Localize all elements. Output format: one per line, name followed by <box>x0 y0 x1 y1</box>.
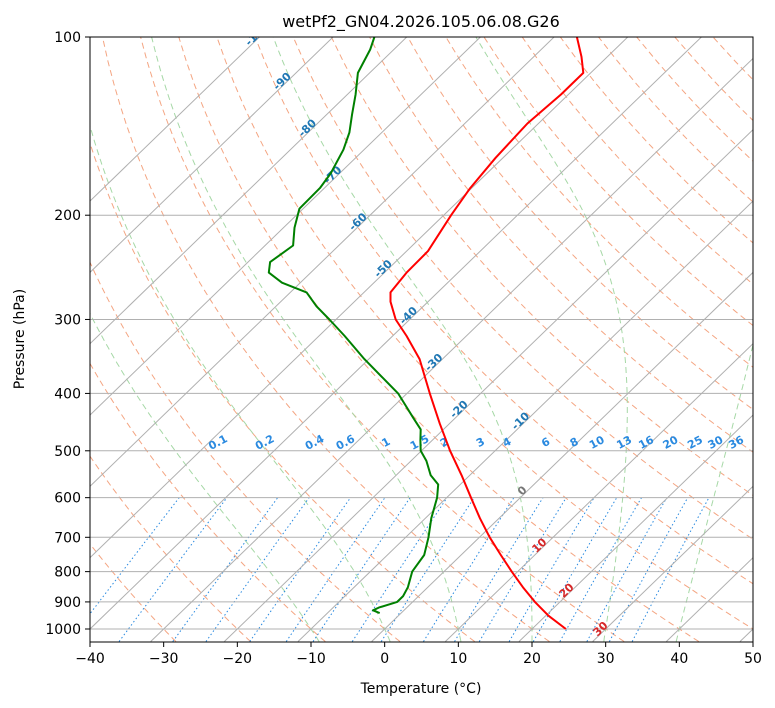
mixing-ratio-line <box>454 497 544 642</box>
dry-adiabat-line <box>178 37 700 642</box>
dry-adiabat-line <box>90 362 326 642</box>
isotherm-gridline <box>445 343 753 642</box>
x-tick-label: −10 <box>296 651 326 667</box>
y-tick-label: 400 <box>54 386 81 402</box>
mixing-ratio-label: 25 <box>685 433 705 452</box>
mixing-ratio-line <box>118 497 228 642</box>
mixing-ratio-line <box>608 497 689 642</box>
y-tick-label: 500 <box>54 444 81 460</box>
isotherm-gridlines <box>90 37 753 642</box>
dry-adiabat-line <box>330 37 753 496</box>
isotherm-gridline <box>150 57 753 642</box>
x-tick-label: 0 <box>380 651 389 667</box>
plot-area: 0.10.20.40.611.52346810131620253036-100-… <box>90 20 753 642</box>
y-tick-label: 300 <box>54 312 81 328</box>
mixing-ratio-label: 30 <box>706 433 726 452</box>
y-axis-label: Pressure (hPa) <box>12 289 28 389</box>
y-tick-label: 800 <box>54 565 81 581</box>
x-tick-label: 10 <box>449 651 467 667</box>
sounding-profiles <box>267 37 585 630</box>
y-tick-label: 200 <box>54 208 81 224</box>
dry-adiabat-line <box>254 37 753 585</box>
y-tick-label: 1000 <box>45 622 81 638</box>
mixing-ratio-label: 13 <box>614 433 634 452</box>
dry-adiabat-line <box>216 37 753 630</box>
isotherm-gridline <box>90 37 629 559</box>
mixing-ratio-line <box>423 497 515 642</box>
moist-adiabat-line <box>90 124 391 642</box>
dry-adiabat-line <box>521 37 753 285</box>
x-tick-label: 40 <box>670 651 688 667</box>
x-axis-label: Temperature (°C) <box>360 681 482 697</box>
x-tick-label: 50 <box>744 651 762 667</box>
mixing-ratio-line <box>205 497 310 642</box>
x-tick-label: −20 <box>223 651 253 667</box>
dry-adiabat-line <box>483 37 753 327</box>
x-tick-label: 30 <box>597 651 615 667</box>
dry-adiabat-line <box>445 37 753 368</box>
dry-adiabat-line <box>90 455 251 642</box>
isotherm-gridline <box>592 485 753 642</box>
mixing-ratio-line <box>631 497 710 642</box>
x-tick-label: −40 <box>75 651 105 667</box>
isobar-gridlines <box>90 37 753 630</box>
y-tick-label: 100 <box>54 30 81 46</box>
chart-title: wetPf2_GN04.2026.105.06.08.G26 <box>282 12 560 32</box>
isotherm-gridline <box>371 271 753 642</box>
isotherm-gridline <box>90 37 408 345</box>
y-axis: 100 200 300 400 500 600 700 800 900 1000 <box>45 30 90 638</box>
dry-adiabat-line <box>101 37 550 642</box>
y-tick-label: 700 <box>54 530 81 546</box>
mixing-ratio-label: 16 <box>636 433 656 452</box>
y-tick-label: 600 <box>54 491 81 507</box>
x-axis: −40 −30 −20 −10 0 10 20 30 40 50 <box>75 642 762 667</box>
isotherm-gridline <box>90 37 261 202</box>
mixing-ratio-line <box>172 497 279 642</box>
mixing-ratio-line <box>312 497 411 642</box>
moist-adiabat-line <box>90 312 320 642</box>
isotherm-label: -100 <box>243 20 272 49</box>
mixing-ratio-label: 20 <box>661 433 681 452</box>
isotherm-gridline <box>297 200 753 642</box>
x-tick-label: 20 <box>523 651 541 667</box>
x-tick-label: −30 <box>149 651 179 667</box>
isotherm-gridline <box>90 37 334 274</box>
isotherm-gridline <box>518 414 753 642</box>
y-tick-label: 900 <box>54 595 81 611</box>
temperature-profile-line <box>389 37 585 630</box>
moist-adiabat-line <box>151 37 462 642</box>
isotherm-gridline <box>90 37 555 488</box>
mixing-ratio-label: 36 <box>726 433 746 452</box>
dry-adiabat-line <box>407 37 753 411</box>
dry-adiabat-line <box>90 261 401 642</box>
isotherm-gridline <box>224 129 753 642</box>
dry-adiabat-line <box>292 37 753 540</box>
mixing-ratio-label: 10 <box>587 433 607 452</box>
moist-adiabat-line <box>675 342 753 642</box>
plot-frame <box>89 36 754 643</box>
isotherm-gridline <box>90 37 703 630</box>
mixing-ratio-lines <box>90 497 710 642</box>
isotherm-gridline <box>90 37 482 416</box>
dewpoint-profile-line <box>267 37 440 615</box>
